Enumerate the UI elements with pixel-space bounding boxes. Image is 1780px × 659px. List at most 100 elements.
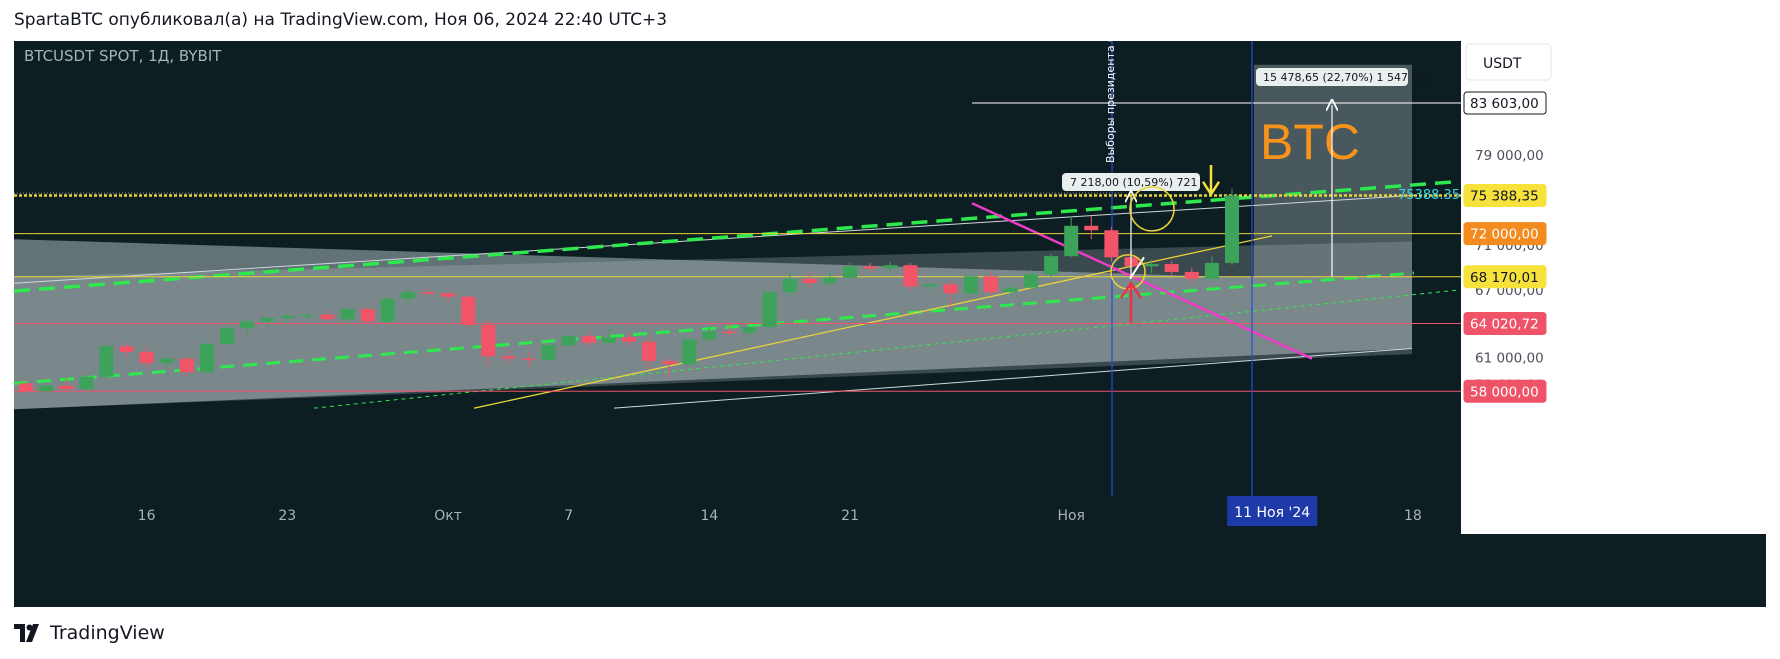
green-dashed-upper (14, 180, 1455, 293)
currency-button-label: USDT (1483, 56, 1522, 72)
price-level-tag-label: 72 000,00 (1470, 227, 1539, 243)
time-tick-label: 23 (278, 508, 296, 524)
candle-body (963, 276, 978, 294)
candle-body (682, 339, 697, 365)
price-level-tag: 75 388,35 (1463, 183, 1547, 207)
price-level-tag: 83 603,00 (1463, 91, 1547, 115)
candle-body (320, 314, 335, 320)
candle-body (481, 324, 496, 357)
candle-body (59, 385, 74, 390)
price-level-tag-bg (1463, 265, 1547, 289)
candle-body (461, 296, 476, 325)
price-level-tag-bg (1463, 379, 1547, 403)
price-chart[interactable]: BTCUSDT SPOT, 1Д, BYBIT BTC Выборы президе… (14, 41, 1766, 607)
candle-body (702, 331, 717, 340)
candle-body (863, 266, 878, 269)
candle-body (1064, 225, 1079, 257)
election-label: Выборы президента США (1104, 41, 1117, 163)
price-level-tag-bg (1463, 91, 1547, 115)
red-arrow (1119, 280, 1143, 323)
candle-body (380, 298, 395, 322)
time-highlight: 11 Ноя '24 (1227, 496, 1318, 526)
price-tick-label: 61 000,00 (1475, 351, 1544, 367)
currency-button-bg (1465, 43, 1552, 81)
candle-body (99, 346, 114, 377)
candle-body (1225, 195, 1239, 263)
candle-body (119, 346, 134, 352)
time-tick-label: 7 (564, 508, 573, 524)
brand-footer[interactable]: TradingView (14, 622, 165, 644)
candle-body (1024, 274, 1038, 288)
candle-body (642, 341, 657, 361)
channel-lower-line (613, 348, 1413, 409)
candle-body (260, 318, 275, 322)
yellow-arrow (1201, 164, 1221, 197)
publish-header: SpartaBTC опубликовал(а) на TradingView.… (14, 10, 668, 30)
price-tick-label: 79 000,00 (1475, 148, 1544, 164)
candle-body (1003, 287, 1018, 293)
candle-body (280, 315, 295, 319)
candle-body (983, 276, 998, 293)
candle-body (501, 356, 516, 359)
candle-body (1144, 264, 1159, 267)
candle-body (39, 385, 54, 392)
price-tag: 75388.35 (1398, 188, 1460, 203)
candle-body (521, 358, 536, 361)
candle-body (622, 337, 636, 342)
candle-body (421, 292, 435, 294)
candle-body (139, 351, 154, 364)
candle-body (883, 265, 898, 269)
chart-area[interactable]: BTCUSDT SPOT, 1Д, BYBIT BTC Выборы президе… (14, 41, 1766, 607)
candle-body (581, 336, 596, 343)
price-level-tag: 58 000,00 (1463, 379, 1547, 403)
candle-body (722, 331, 737, 334)
candle-body (159, 358, 174, 364)
measure-small-text: 7 218,00 (10,59%) 721 800 (1070, 176, 1222, 189)
candle-body (561, 336, 576, 346)
candle-body (1044, 256, 1059, 275)
candle-body (300, 314, 315, 317)
candle-body (943, 284, 958, 294)
candle-body (340, 309, 355, 320)
measure-large-text: 15 478,65 (22,70%) 1 547 865 (1263, 71, 1433, 84)
candle-body (360, 309, 375, 322)
candle-body (1084, 225, 1099, 231)
time-tick-label: Ноя (1057, 508, 1085, 524)
time-tick-label: Окт (434, 508, 462, 524)
projection-box (1254, 64, 1412, 277)
candle-body (762, 292, 777, 328)
candle-body (923, 284, 938, 287)
candle-body (823, 277, 837, 284)
time-tick-label: 16 (138, 508, 156, 524)
price-level-tag-bg (1463, 222, 1547, 246)
price-level-tag: 72 000,00 (1463, 222, 1547, 246)
currency-button[interactable]: USDT (1465, 43, 1552, 81)
candle-body (79, 376, 94, 390)
candle-body (19, 383, 33, 392)
candle-body (662, 360, 677, 365)
candle-body (240, 321, 255, 329)
candle-body (1204, 262, 1219, 279)
candle-body (843, 266, 858, 278)
measure-small-label: 7 218,00 (10,59%) 721 800 (1062, 173, 1222, 191)
price-level-tag-bg (1463, 183, 1547, 207)
candle-body (1184, 271, 1199, 279)
candle-body (400, 292, 415, 299)
candle-body (903, 265, 918, 287)
candle-body (441, 293, 456, 297)
brand-watermark: BTC (1260, 114, 1360, 170)
candle-body (179, 358, 194, 373)
candle-body (782, 278, 797, 293)
candle-body (802, 278, 817, 284)
time-tick-label: 18 (1404, 508, 1422, 524)
price-level-tag-bg (1463, 311, 1547, 335)
time-highlight-bg (1227, 496, 1318, 526)
candle-body (742, 327, 757, 333)
price-level-tag-label: 75 388,35 (1470, 188, 1539, 204)
time-tick-label: 14 (700, 508, 718, 524)
candle-body (1104, 230, 1119, 258)
time-tick-label: 21 (841, 508, 859, 524)
price-level-tag-label: 68 170,01 (1470, 270, 1539, 286)
channel-zone-inner (14, 241, 1412, 410)
brand-name: TradingView (50, 622, 165, 644)
